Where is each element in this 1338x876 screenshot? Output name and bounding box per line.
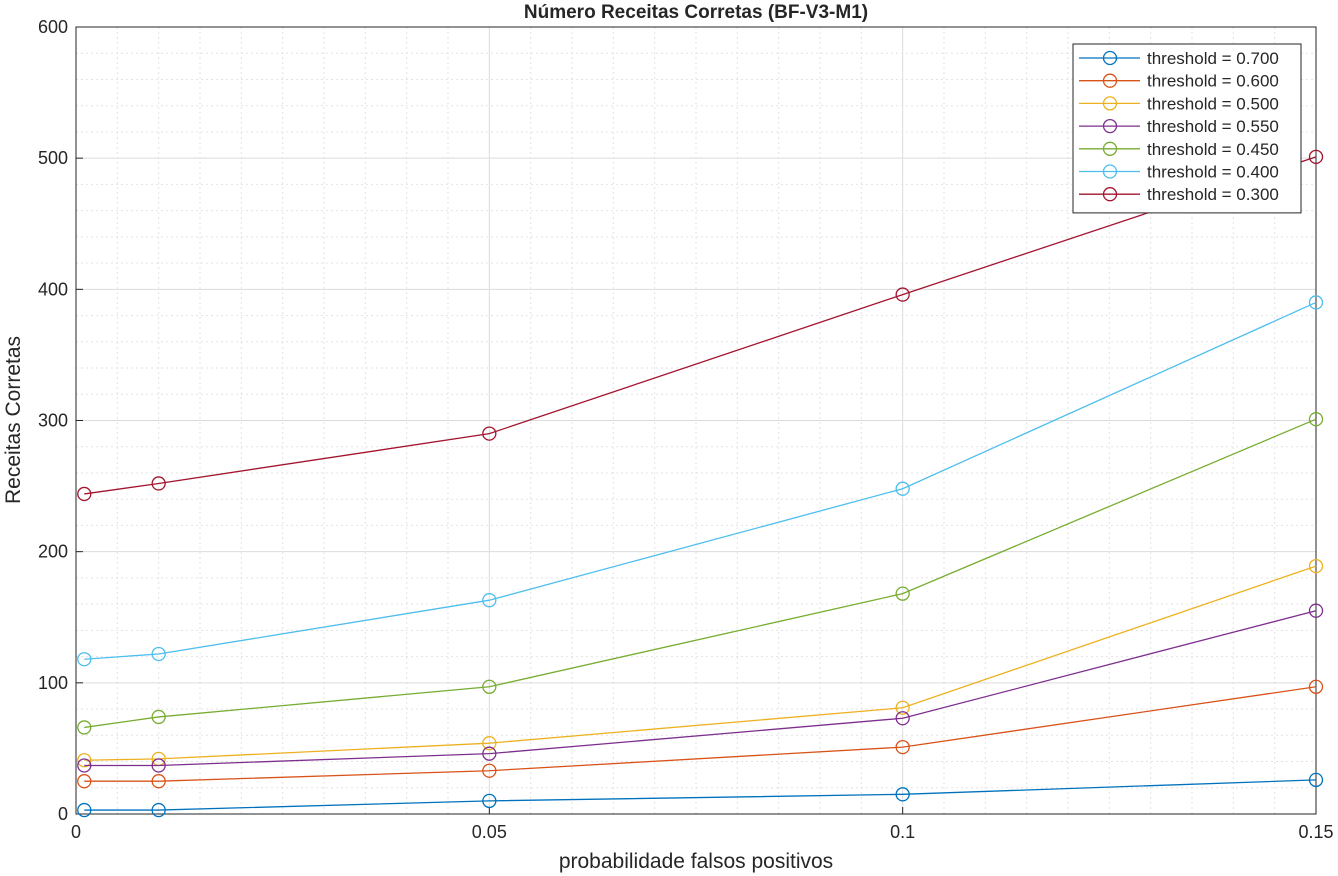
- y-tick-label: 0: [58, 804, 68, 824]
- data-point: [151, 758, 166, 773]
- x-axis-ticks: 0 0.05 0.1 0.15: [71, 807, 1334, 842]
- data-point: [1308, 558, 1324, 574]
- data-point: [151, 476, 166, 491]
- data-point: [482, 746, 497, 761]
- data-point: [895, 787, 910, 802]
- data-point: [1308, 772, 1324, 788]
- data-point: [482, 593, 497, 608]
- data-point: [482, 736, 497, 751]
- data-point: [895, 481, 910, 496]
- legend-label: threshold = 0.550: [1147, 117, 1279, 136]
- data-point: [895, 711, 910, 726]
- data-point: [895, 739, 910, 755]
- x-tick-label: 0.15: [1298, 822, 1333, 842]
- data-point: [77, 486, 92, 502]
- legend-item: threshold = 0.550: [1079, 117, 1279, 136]
- data-point: [77, 774, 92, 789]
- data-point: [151, 774, 166, 789]
- data-point: [151, 646, 166, 662]
- series-line: [84, 610, 1317, 767]
- series-4: [77, 603, 1324, 773]
- legend-marker: [1102, 118, 1118, 134]
- y-axis-label: Receitas Corretas: [2, 336, 25, 504]
- y-tick-label: 600: [38, 17, 68, 37]
- data-point: [895, 700, 910, 715]
- legend-item: threshold = 0.500: [1079, 94, 1279, 113]
- legend-marker: [1102, 96, 1118, 111]
- series-line: [84, 686, 1317, 782]
- legend-marker: [1102, 187, 1118, 202]
- x-tick-label: 0: [71, 822, 81, 842]
- legend-label: threshold = 0.450: [1147, 140, 1279, 159]
- data-point: [1308, 679, 1324, 694]
- data-point: [77, 802, 92, 818]
- y-tick-label: 400: [38, 279, 68, 299]
- data-point: [77, 652, 92, 667]
- legend-marker: [1102, 73, 1118, 88]
- data-point: [1308, 603, 1324, 618]
- data-point: [1308, 412, 1324, 427]
- legend-label: threshold = 0.400: [1147, 163, 1279, 182]
- series-line: [84, 156, 1317, 495]
- y-axis-ticks: 0 100 200 300 400 500 600: [38, 17, 83, 824]
- chart-title: Número Receitas Corretas (BF-V3-M1): [524, 2, 868, 23]
- legend-label: threshold = 0.600: [1147, 72, 1279, 91]
- series-7: [77, 149, 1324, 502]
- data-point: [895, 586, 910, 601]
- data-point: [482, 793, 497, 809]
- data-point: [895, 287, 910, 302]
- series-2: [77, 679, 1324, 789]
- x-tick-label: 0.1: [890, 822, 915, 842]
- legend-item: threshold = 0.300: [1079, 185, 1279, 204]
- data-point: [77, 758, 92, 773]
- x-axis-label: probabilidade falsos positivos: [559, 850, 833, 873]
- series-line: [84, 301, 1317, 660]
- data-point: [77, 753, 92, 768]
- series-layer: [77, 149, 1324, 818]
- legend: threshold = 0.700 threshold = 0.600 thresh…: [1072, 43, 1302, 214]
- legend-marker: [1102, 164, 1118, 179]
- legend-label: threshold = 0.300: [1147, 185, 1279, 204]
- legend-item: threshold = 0.450: [1079, 140, 1279, 159]
- legend-marker: [1102, 141, 1118, 156]
- y-tick-label: 100: [38, 673, 68, 693]
- series-line: [84, 418, 1317, 729]
- legend-item: threshold = 0.600: [1079, 72, 1279, 91]
- legend-label: threshold = 0.700: [1147, 49, 1279, 68]
- series-5: [77, 412, 1324, 735]
- series-1: [77, 772, 1324, 818]
- y-tick-label: 500: [38, 148, 68, 168]
- data-point: [482, 679, 497, 694]
- legend-item: threshold = 0.700: [1079, 49, 1279, 68]
- series-line: [84, 565, 1317, 761]
- data-point: [1308, 295, 1324, 310]
- x-tick-label: 0.05: [472, 822, 507, 842]
- legend-box: [1072, 43, 1302, 214]
- data-point: [77, 720, 92, 735]
- legend-item: threshold = 0.400: [1079, 163, 1279, 182]
- data-point: [151, 709, 166, 725]
- data-point: [151, 802, 166, 818]
- series-6: [77, 295, 1324, 667]
- y-tick-label: 300: [38, 411, 68, 431]
- y-tick-label: 200: [38, 542, 68, 562]
- legend-label: threshold = 0.500: [1147, 94, 1279, 113]
- legend-marker: [1102, 50, 1118, 66]
- data-point: [482, 426, 497, 441]
- data-point: [1308, 149, 1324, 165]
- series-line: [84, 779, 1317, 811]
- series-3: [77, 558, 1324, 768]
- data-point: [482, 763, 497, 778]
